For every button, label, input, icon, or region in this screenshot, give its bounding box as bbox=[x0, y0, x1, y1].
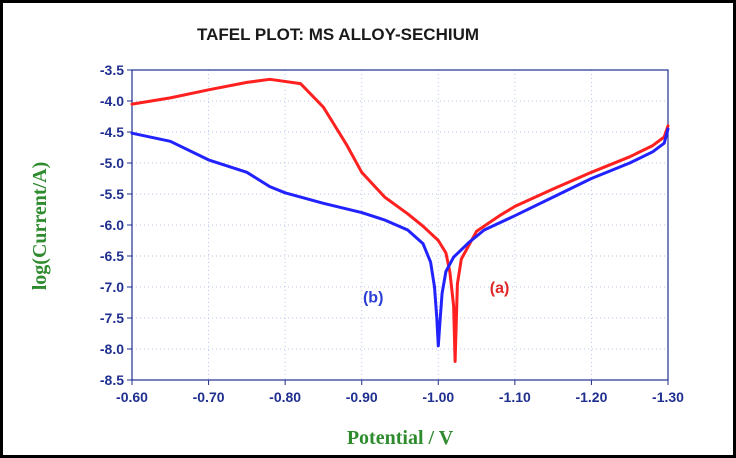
y-tick-label: -8.5 bbox=[100, 372, 124, 388]
y-tick-label: -7.5 bbox=[100, 310, 124, 326]
series-annotation: (b) bbox=[363, 290, 383, 307]
series-line-b bbox=[130, 127, 670, 348]
y-tick-label: -4.5 bbox=[100, 124, 124, 140]
series-line-a bbox=[130, 77, 670, 363]
x-tick-label: -0.90 bbox=[346, 389, 378, 405]
chart-title: TAFEL PLOT: MS ALLOY-SECHIUM bbox=[197, 25, 479, 44]
x-axis-label: Potential / V bbox=[347, 427, 454, 449]
y-tick-label: -5.0 bbox=[100, 155, 124, 171]
x-tick-label: -1.10 bbox=[499, 389, 531, 405]
series-layer bbox=[130, 77, 670, 363]
y-tick-label: -4.0 bbox=[100, 93, 124, 109]
x-tick-label: -0.80 bbox=[269, 389, 301, 405]
x-tick-label: -1.30 bbox=[652, 389, 684, 405]
series-annotation: (a) bbox=[490, 280, 510, 297]
y-tick-label: -3.5 bbox=[100, 62, 124, 78]
x-tick-label: -0.60 bbox=[116, 389, 148, 405]
x-tick-label: -0.70 bbox=[193, 389, 225, 405]
x-tick-label: -1.20 bbox=[575, 389, 607, 405]
y-tick-label: -7.0 bbox=[100, 279, 124, 295]
y-tick-label: -6.0 bbox=[100, 217, 124, 233]
annotations: (b) (a) bbox=[363, 280, 509, 306]
x-tick-label: -1.00 bbox=[422, 389, 454, 405]
axes: -0.60 -0.70 -0.80 -0.90 -1.00 -1.10 -1.20 -1.30… bbox=[100, 62, 684, 405]
y-axis-label: log(Current/A) bbox=[29, 162, 51, 291]
grid-lines bbox=[132, 70, 668, 380]
y-tick-label: -5.5 bbox=[100, 186, 124, 202]
plot-border bbox=[131, 69, 669, 381]
y-tick-label: -8.0 bbox=[100, 341, 124, 357]
y-tick-label: -6.5 bbox=[100, 248, 124, 264]
